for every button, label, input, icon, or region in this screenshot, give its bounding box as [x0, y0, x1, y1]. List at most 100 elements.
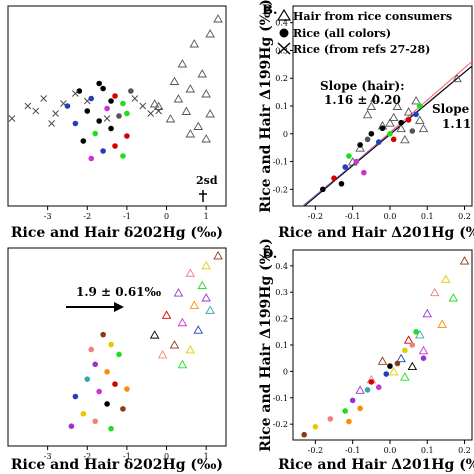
panel-d-rice-point	[342, 408, 349, 414]
panel-c-rice-point	[112, 381, 118, 387]
panel-c-hair-point	[177, 317, 188, 327]
panel-b-rice-point	[331, 175, 337, 182]
panel-c-xtick-label: 1	[204, 452, 209, 461]
panel-b-hair-point	[396, 123, 406, 133]
panel-d-hair-point	[388, 366, 399, 376]
panel-d-ylabel: Rice and Hair Δ199Hg (‰)	[258, 238, 274, 452]
panel-b-rice-point	[361, 169, 367, 176]
panel-c-rice-point	[104, 401, 110, 407]
panel-a-hair-point	[185, 129, 196, 138]
panel-a-rice-point	[116, 113, 122, 119]
panel-b-ytick-label: 0.2	[275, 74, 288, 83]
panel-a-xtick-label: -1	[123, 212, 131, 221]
panel-a-hair-point	[189, 39, 200, 48]
panel-b-hair-point	[411, 96, 421, 105]
panel-b-rice-point	[390, 136, 397, 143]
panel-d-rice-point	[327, 416, 334, 422]
panel-a-ref-point	[8, 115, 16, 122]
panel-b-rice-point	[342, 164, 349, 170]
panel-b-xtick-label: 0.0	[384, 212, 397, 221]
panel-b-hair-point	[392, 101, 403, 110]
panel-b-slope-hair-1: Slope (hair):	[320, 79, 405, 93]
panel-a-rice-point	[112, 93, 118, 99]
panel-c-hair-point	[201, 260, 211, 270]
panel-d-ytick-label: 0.4	[275, 262, 288, 271]
panel-a-hair-point	[149, 99, 160, 108]
panel-d-xtick-label: 0.1	[421, 446, 434, 455]
panel-b: B. -0.2 -0.1 0.0 0.1 0.2 -0.2 -0.1 0 0.1 0.2 0.3 0.…	[258, 0, 474, 241]
panel-d-hair-point	[422, 308, 433, 318]
panel-a-hair-point	[153, 101, 164, 110]
panel-c-hair-point	[205, 305, 215, 314]
legend-triangle-icon	[276, 8, 292, 21]
panel-a-hair-point	[213, 14, 223, 23]
panel-a-rice-point	[88, 95, 95, 102]
legend-circle-icon	[279, 28, 289, 38]
panel-b-rice-point	[405, 117, 412, 123]
panel-d-hair-point	[459, 256, 470, 265]
panel-b-ylabel: Rice and Hair Δ199Hg (‰)	[258, 0, 274, 213]
panel-a-hair-point	[169, 76, 180, 85]
panel-a-rice-point	[92, 130, 98, 137]
panel-c-rice-point	[72, 393, 79, 400]
panel-d-rice-point	[402, 347, 408, 354]
panel-c-points	[68, 251, 223, 432]
panel-d-ytick-label: 0	[283, 367, 288, 376]
panel-d-xtick-label: 0.2	[458, 446, 471, 455]
panel-b-xtick-label: -0.2	[308, 212, 323, 221]
panel-d-frame	[292, 249, 473, 441]
panel-b-rice-point	[320, 186, 326, 193]
panel-a-rice-point	[80, 138, 87, 144]
panel-d-hair-point	[377, 356, 388, 365]
panel-b-slope-rice-2: 1.11 ±	[442, 117, 474, 131]
legend-hair-label: Hair from rice consumers	[293, 10, 452, 23]
panel-d-rice-point	[394, 360, 401, 367]
panel-a-hair-point	[197, 69, 207, 78]
panel-a-ticks: -3 -2 -1 0 1	[44, 206, 209, 221]
panel-a-rice-point	[64, 103, 71, 109]
legend-rice-all-label: Rice (all colors)	[293, 27, 391, 40]
panel-c-rice-point	[100, 331, 106, 338]
panel-a-rice-point	[88, 155, 95, 162]
panel-c-hair-point	[177, 359, 188, 369]
panel-d-rice-point	[301, 431, 307, 438]
panel-d-ytick-label: -0.2	[273, 420, 288, 429]
panel-c: -3 -2 -1 0 1 1.9 ± 0.61‰ Rice and Hair δ202H…	[7, 247, 227, 473]
panel-a-frame	[7, 5, 227, 207]
panel-b-xtick-label: -0.1	[345, 212, 360, 221]
panel-a-hair-point	[205, 29, 215, 38]
panel-d-hair-point	[415, 330, 425, 339]
panel-a-rice-point	[124, 110, 130, 117]
panel-c-hair-point	[185, 345, 196, 354]
panel-d-rice-point	[349, 397, 356, 404]
panel-c-xlabel: Rice and Hair δ202Hg (‰)	[11, 457, 223, 473]
panel-a-rice-point	[104, 105, 110, 112]
panel-a-error-bar	[199, 190, 207, 202]
panel-c-hair-point	[157, 350, 168, 359]
panel-c-xtick-label: -1	[123, 452, 131, 461]
panel-c-hair-point	[161, 310, 172, 319]
panel-a-rice-point	[100, 148, 106, 154]
panel-b-rice-point	[413, 111, 419, 118]
panel-c-hair-point	[213, 251, 223, 260]
panel-d-hair-point	[396, 353, 406, 363]
panel-b-xtick-label: 0.1	[421, 212, 434, 221]
panel-d-ytick-label: -0.1	[273, 394, 288, 403]
panel-d: D. -0.2 -0.1 0.0 0.1 0.2 -0.2 -0.1 0 0.1 0.2 0.3 0.…	[258, 238, 474, 473]
panel-c-hair-point	[193, 325, 204, 334]
panel-b-rice-point	[338, 180, 345, 187]
panel-c-hair-point	[189, 300, 200, 309]
panel-d-hair-point	[448, 293, 459, 302]
legend-rice-ref-label: Rice (from refs 27-28)	[293, 43, 430, 56]
panel-a-ref-point	[147, 110, 155, 117]
panel-c-rice-point	[120, 406, 126, 412]
panel-b-rice-point	[387, 130, 393, 137]
panel-b-slope-hair-2: 1.16 ± 0.20	[324, 93, 401, 107]
panel-c-hair-point	[149, 330, 160, 339]
panel-d-hair-point	[355, 385, 365, 394]
panel-d-rice-point	[413, 329, 419, 335]
panel-b-letter: B.	[262, 3, 278, 18]
panel-a-rice-point	[84, 108, 91, 114]
panel-a-annotation: 2sd	[196, 174, 218, 187]
panel-b-slope-rice-1: Slope (r	[432, 102, 474, 116]
